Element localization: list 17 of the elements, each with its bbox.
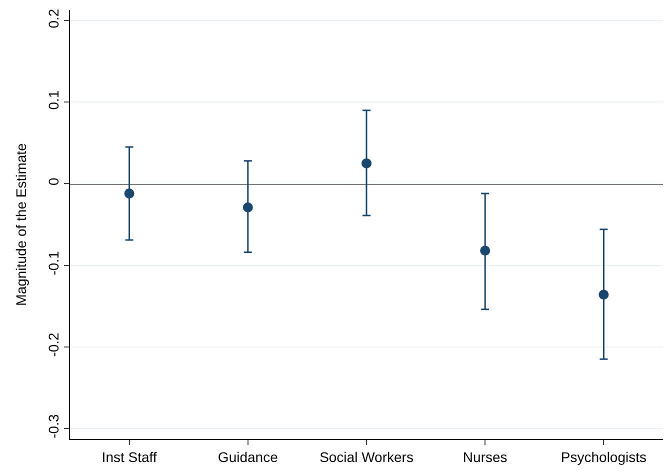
y-axis-title: Magnitude of the Estimate	[13, 142, 29, 306]
x-tick-label: Guidance	[218, 448, 278, 465]
x-tick-label: Psychologists	[560, 448, 646, 465]
point	[124, 188, 134, 199]
x-tick-label: Nurses	[462, 448, 508, 465]
y-tick-label: 0.1	[45, 90, 62, 110]
point	[362, 158, 372, 168]
x-tick-label: Social Workers	[320, 448, 414, 465]
y-tick-label: -0.3	[45, 414, 62, 438]
y-tick-label: -0.2	[45, 332, 62, 357]
point	[598, 290, 609, 300]
point	[242, 202, 253, 212]
y-tick-label: 0.2	[45, 8, 62, 28]
point	[480, 246, 490, 256]
y-tick-label: -0.1	[45, 250, 62, 276]
y-tick-label: 0	[45, 178, 62, 186]
x-tick-label: Inst Staff	[102, 448, 157, 465]
